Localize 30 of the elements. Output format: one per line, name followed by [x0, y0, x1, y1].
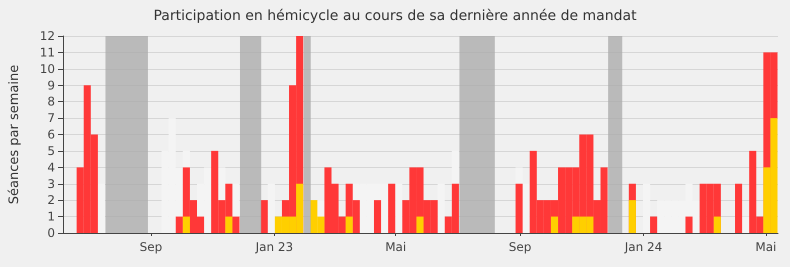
bar: [346, 216, 353, 233]
y-tick-label: 7: [47, 111, 55, 126]
y-tick-label: 5: [47, 144, 55, 158]
y-tick-label: 9: [47, 78, 55, 92]
y-tick-label: 11: [40, 45, 55, 60]
y-tick-label: 10: [40, 62, 55, 76]
bar: [628, 200, 636, 233]
bar: [714, 216, 721, 233]
y-tick-label: 12: [40, 29, 55, 43]
bar: [416, 216, 424, 233]
y-tick-label: 3: [47, 176, 55, 191]
x-tick-label: Jan 23: [254, 240, 294, 254]
y-tick-label: 6: [47, 128, 55, 142]
y-tick-label: 0: [47, 226, 55, 240]
x-tick-label: Mai: [385, 240, 406, 254]
x-tick-label: Sep: [508, 240, 532, 254]
y-axis-title: Séances par semaine: [7, 64, 22, 204]
bar: [225, 216, 232, 233]
bar: [735, 184, 742, 233]
bar: [550, 216, 558, 233]
y-tick-label: 4: [47, 160, 55, 174]
bar: [182, 216, 190, 233]
bar: [650, 216, 658, 233]
x-tick-label: Sep: [140, 240, 162, 254]
x-tick-label: Jan 24: [624, 240, 662, 254]
x-tick-label: Mai: [755, 240, 776, 254]
y-tick-label: 8: [47, 94, 55, 109]
y-tick-label: 1: [47, 210, 55, 224]
y-tick-label: 2: [47, 193, 55, 208]
chart-title: Participation en hémicycle au cours de sa dernière année de mandat: [153, 8, 638, 24]
